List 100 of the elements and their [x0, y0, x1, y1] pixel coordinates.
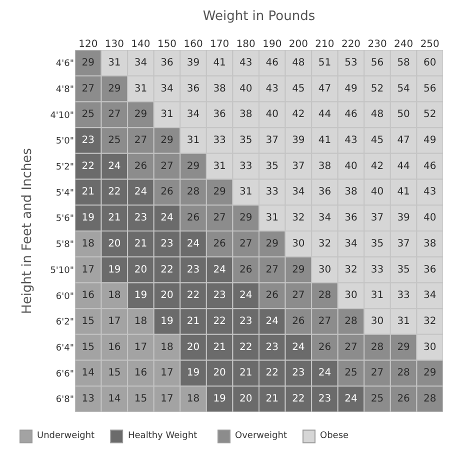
- data-label: 24: [134, 186, 148, 198]
- data-label: 27: [318, 316, 332, 327]
- data-label: 31: [186, 135, 200, 146]
- data-label: 47: [397, 135, 410, 146]
- y-tick-label: 5'10": [50, 266, 74, 276]
- data-label: 45: [370, 135, 384, 146]
- data-label: 31: [370, 290, 384, 302]
- data-label: 13: [82, 394, 95, 405]
- data-label: 22: [160, 264, 174, 276]
- data-label: 30: [370, 316, 384, 327]
- text: Healthy Weight: [128, 431, 198, 441]
- data-label: 47: [318, 83, 332, 94]
- data-label: 21: [266, 394, 279, 405]
- data-label: 22: [82, 160, 95, 172]
- data-label: 38: [423, 238, 436, 250]
- data-label: 56: [370, 57, 384, 68]
- data-label: 24: [344, 394, 358, 405]
- data-label: 31: [397, 316, 410, 327]
- data-label: 33: [213, 135, 226, 146]
- data-label: 29: [134, 109, 148, 120]
- data-label: 38: [318, 160, 332, 172]
- data-label: 29: [108, 83, 121, 94]
- data-label: 23: [292, 368, 305, 379]
- data-label: 33: [397, 290, 410, 302]
- x-tick-label: 140: [131, 39, 150, 50]
- data-label: 27: [370, 368, 384, 379]
- data-label: 24: [186, 238, 200, 250]
- data-label: 37: [370, 212, 384, 224]
- data-label: 29: [397, 342, 410, 353]
- data-label: 18: [134, 316, 148, 327]
- data-label: 24: [160, 212, 174, 224]
- data-label: 48: [292, 57, 305, 68]
- data-label: 22: [108, 186, 121, 198]
- data-label: 17: [108, 316, 121, 327]
- x-tick-label: 250: [420, 39, 440, 50]
- data-label: 29: [213, 186, 226, 198]
- data-label: 36: [213, 109, 226, 120]
- data-label: 43: [239, 57, 252, 68]
- y-tick-label: 4'10": [50, 110, 74, 121]
- data-label: 46: [344, 109, 358, 120]
- data-label: 34: [318, 212, 332, 224]
- data-label: 31: [213, 160, 226, 172]
- data-label: 17: [160, 368, 174, 379]
- data-label: 23: [186, 264, 200, 276]
- data-label: 43: [423, 186, 436, 198]
- text: Underweight: [37, 431, 96, 441]
- data-label: 17: [134, 342, 148, 353]
- data-label: 53: [344, 57, 358, 68]
- data-label: 25: [82, 109, 95, 120]
- data-label: 24: [266, 316, 279, 327]
- data-label: 38: [213, 83, 226, 94]
- data-label: 19: [186, 368, 200, 379]
- x-tick-label: 180: [236, 39, 256, 50]
- data-label: 21: [108, 212, 121, 224]
- data-label: 17: [82, 264, 95, 276]
- data-label: 24: [318, 368, 332, 379]
- data-label: 29: [266, 238, 279, 250]
- data-label: 25: [370, 394, 384, 405]
- data-label: 15: [82, 342, 95, 353]
- data-label: 42: [370, 160, 384, 172]
- data-label: 24: [213, 264, 226, 276]
- data-label: 41: [397, 186, 410, 198]
- data-label: 26: [134, 160, 148, 172]
- data-label: 27: [239, 238, 252, 250]
- x-tick-label: 160: [184, 39, 203, 50]
- data-label: 29: [186, 160, 200, 172]
- data-label: 37: [266, 135, 279, 146]
- data-label: 32: [423, 316, 436, 327]
- x-tick-label: 210: [315, 39, 334, 50]
- data-label: 18: [160, 342, 174, 353]
- data-label: 16: [108, 342, 121, 353]
- data-label: 20: [213, 368, 226, 379]
- data-label: 27: [292, 290, 305, 302]
- data-label: 24: [292, 342, 305, 353]
- data-label: 16: [82, 290, 95, 302]
- data-label: 32: [344, 264, 358, 276]
- data-label: 26: [239, 264, 252, 276]
- data-label: 18: [82, 238, 95, 250]
- data-label: 26: [266, 290, 279, 302]
- data-label: 44: [397, 160, 410, 172]
- data-label: 28: [318, 290, 332, 302]
- data-label: 22: [186, 290, 200, 302]
- data-label: 19: [134, 290, 148, 302]
- data-label: 25: [344, 368, 358, 379]
- data-label: 40: [344, 160, 358, 172]
- y-tick-label: 5'6": [56, 214, 74, 224]
- data-label: 46: [266, 57, 279, 68]
- data-label: 27: [108, 109, 121, 120]
- data-label: 58: [397, 57, 410, 68]
- data-label: 39: [397, 212, 410, 224]
- y-tick-label: 6'4": [56, 344, 74, 354]
- data-label: 22: [239, 342, 252, 353]
- data-label: 40: [239, 83, 252, 94]
- data-label: 40: [423, 212, 436, 224]
- x-tick-label: 170: [210, 39, 230, 50]
- data-label: 26: [213, 238, 226, 250]
- data-label: 14: [82, 368, 95, 379]
- y-tick-label: 6'6": [56, 369, 74, 380]
- data-label: 24: [239, 290, 252, 302]
- data-label: 17: [160, 394, 174, 405]
